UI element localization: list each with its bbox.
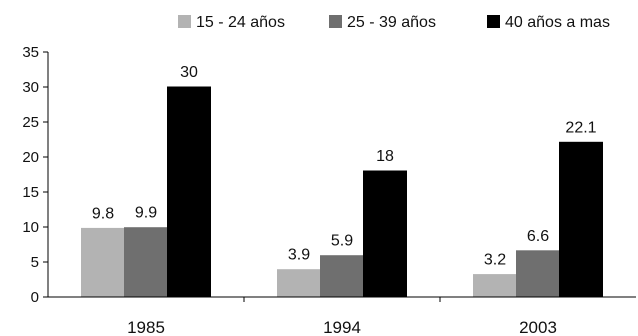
legend: 15 - 24 años 25 - 39 años 40 años a mas <box>178 14 610 31</box>
legend-label: 25 - 39 años <box>347 14 436 31</box>
legend-swatch <box>329 15 342 28</box>
bar-1985-series-3 <box>167 86 211 298</box>
x-category-label: 1985 <box>127 318 165 336</box>
bars <box>81 86 603 298</box>
legend-swatch <box>178 15 191 28</box>
data-label: 3.9 <box>288 247 310 264</box>
data-label: 3.2 <box>484 252 506 269</box>
bar-1985-series-1 <box>81 227 125 298</box>
data-label: 6.6 <box>527 228 549 245</box>
legend-label: 15 - 24 años <box>196 14 285 31</box>
y-tick-label: 35 <box>22 44 39 61</box>
bar-2003-series-2 <box>516 250 560 298</box>
data-label: 5.9 <box>331 233 353 250</box>
data-labels: 9.8 9.9 30 3.9 5.9 18 3.2 6.6 22.1 <box>92 64 597 269</box>
x-category-label: 2003 <box>519 318 557 336</box>
y-tick-label: 30 <box>22 79 39 96</box>
y-tick-label: 0 <box>31 289 39 306</box>
x-axis: 1985 1994 2003 <box>48 296 636 336</box>
x-category-label: 1994 <box>323 318 361 336</box>
data-label: 18 <box>376 148 394 165</box>
bar-1985-series-2 <box>124 227 168 298</box>
y-tick-label: 5 <box>31 254 39 271</box>
y-tick-label: 20 <box>22 149 39 166</box>
legend-label: 40 años a mas <box>505 14 610 31</box>
data-label: 22.1 <box>565 119 596 136</box>
y-tick-label: 10 <box>22 219 39 236</box>
y-axis: 0 5 10 15 20 25 30 35 <box>22 44 49 306</box>
bar-1994-series-3 <box>363 170 407 298</box>
bar-2003-series-1 <box>473 274 517 298</box>
data-label: 9.9 <box>135 205 157 222</box>
data-label: 30 <box>180 64 198 81</box>
y-tick-label: 15 <box>22 184 39 201</box>
legend-swatch <box>487 15 500 28</box>
data-label: 9.8 <box>92 205 114 222</box>
bar-1994-series-2 <box>320 255 364 298</box>
bar-2003-series-3 <box>559 141 603 298</box>
y-tick-label: 25 <box>22 114 39 131</box>
bar-1994-series-1 <box>277 269 321 298</box>
